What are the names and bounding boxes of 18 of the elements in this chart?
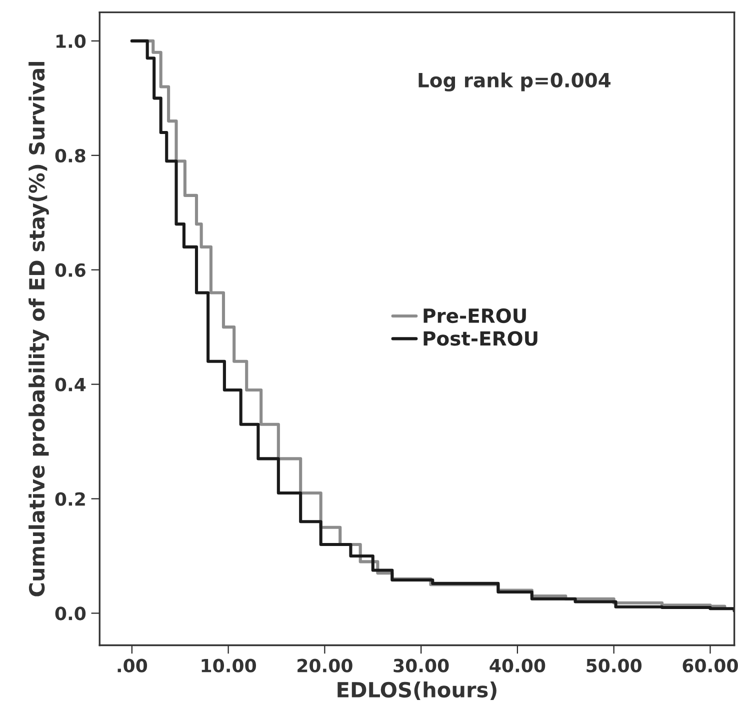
y-tick-label: 1.0	[56, 34, 86, 48]
x-tick-label: 50.00	[586, 658, 642, 672]
x-axis-title: EDLOS(hours)	[338, 681, 496, 700]
y-axis-title: Cumulative probability of ED stay(%) Survival	[28, 62, 49, 596]
y-tick-label: 0.4	[55, 378, 86, 392]
y-tick-label: 0.2	[55, 492, 85, 506]
legend-label: Pre-EROU	[424, 308, 526, 324]
legend-label: Post-EROU	[424, 331, 538, 346]
x-tick-label: 60.00	[682, 658, 738, 672]
y-tick-label: 0.6	[55, 263, 86, 277]
x-tick-label: 10.00	[202, 658, 256, 672]
y-tick-label: 0.0	[55, 606, 86, 620]
x-tick-label: 20.00	[298, 658, 352, 672]
x-tick-label: 30.00	[394, 658, 449, 672]
annotation: Log rank p=0.004	[418, 72, 610, 92]
x-tick-label: 40.00	[490, 658, 546, 672]
x-tick-label: .00	[118, 658, 148, 672]
y-tick-label: 0.8	[55, 148, 86, 163]
